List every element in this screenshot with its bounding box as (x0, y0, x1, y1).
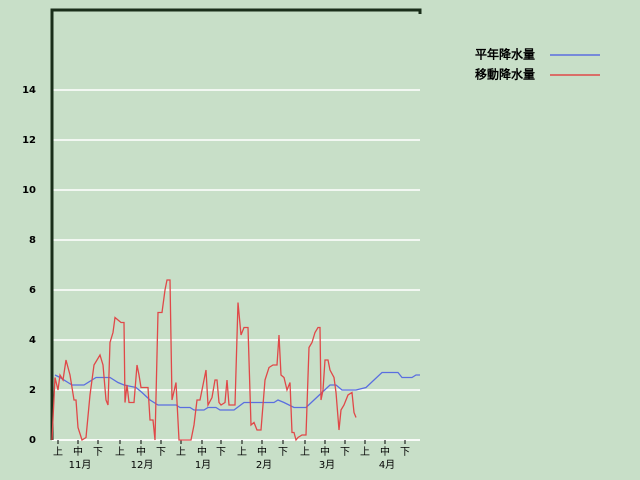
frame (50, 8, 422, 440)
month-label: 12月 (131, 459, 154, 471)
x-tick-label: 上 (53, 446, 63, 458)
x-tick-label: 中 (380, 445, 390, 458)
x-tick-label: 下 (340, 447, 350, 458)
y-tick-label: 12 (22, 135, 36, 146)
y-tick-label: 0 (29, 435, 36, 446)
x-tick-label: 中 (136, 445, 146, 458)
x-tick-label: 下 (278, 447, 288, 458)
month-label: 2月 (256, 459, 272, 471)
month-label: 4月 (379, 459, 395, 471)
month-label: 1月 (195, 459, 211, 471)
x-tick-label: 上 (360, 446, 370, 458)
x-tick-label: 上 (237, 446, 247, 458)
x-tick-label: 下 (216, 447, 226, 458)
series-line (54, 371, 420, 411)
x-tick-label: 下 (156, 447, 166, 458)
legend-label: 平年降水量 (475, 47, 535, 62)
y-tick-label: 6 (29, 285, 36, 296)
x-tick-label: 中 (257, 445, 267, 458)
x-tick-label: 中 (197, 445, 207, 458)
x-tick-label: 上 (300, 446, 310, 458)
month-label: 3月 (319, 459, 335, 471)
y-tick-label: 8 (29, 235, 36, 246)
x-tick-label: 中 (320, 445, 330, 458)
y-tick-label: 2 (29, 385, 36, 396)
x-tick-label: 上 (176, 446, 186, 458)
series-line (51, 279, 357, 442)
y-tick-label: 14 (22, 85, 36, 96)
legend-label: 移動降水量 (475, 67, 535, 82)
y-tick-label: 10 (22, 185, 36, 196)
y-tick-label: 4 (29, 335, 36, 346)
x-tick-label: 下 (400, 447, 410, 458)
x-tick-label: 下 (93, 447, 103, 458)
x-tick-label: 上 (115, 446, 125, 458)
x-tick-label: 中 (73, 445, 83, 458)
month-label: 11月 (69, 459, 92, 471)
